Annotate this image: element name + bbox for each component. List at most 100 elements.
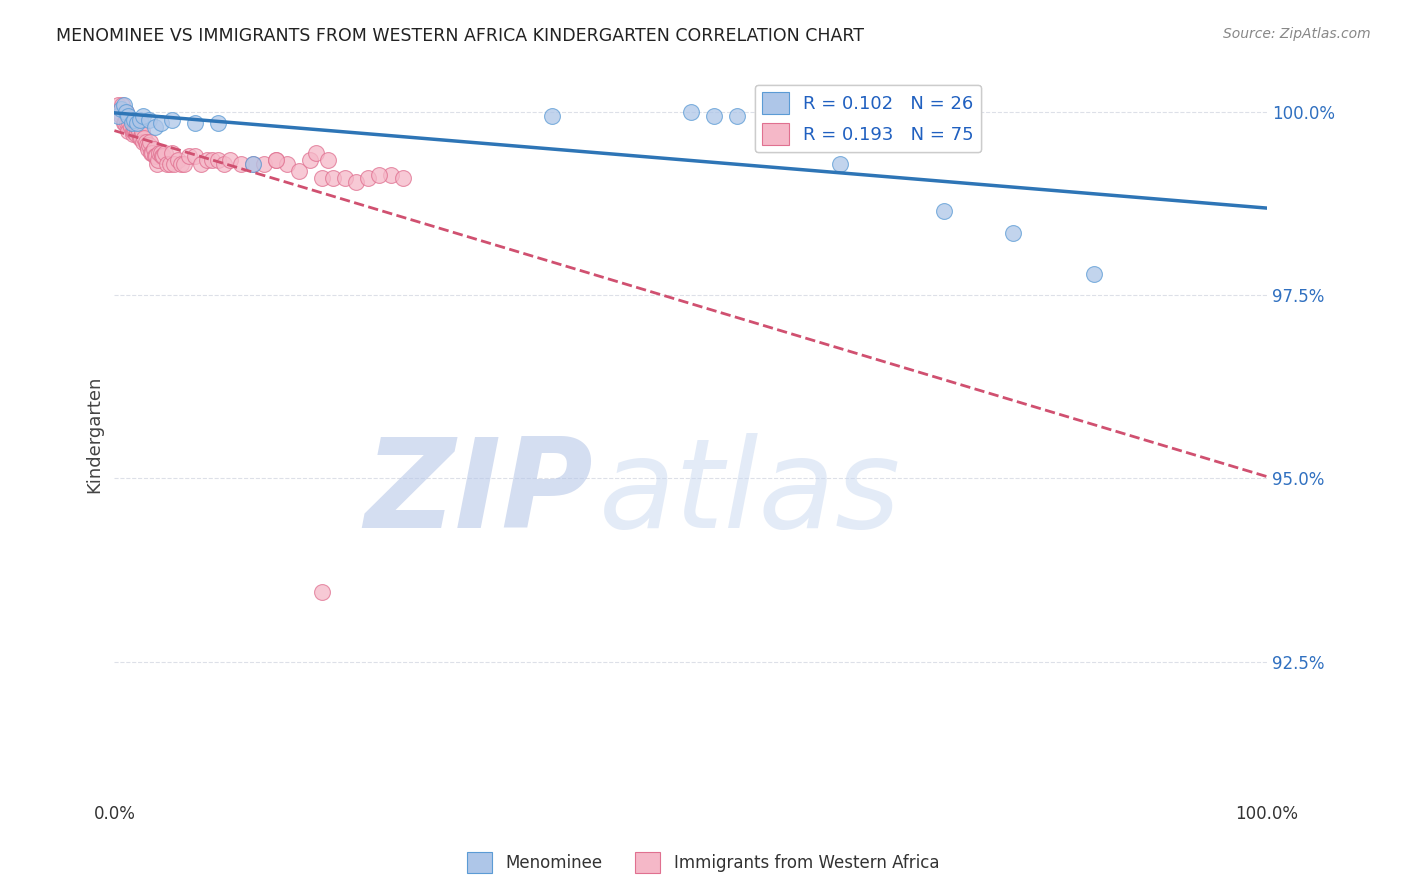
Point (132, 135, 155, 149)
Point (107, 98, 129, 112)
Point (179, 149, 201, 163)
Point (120, 120, 142, 134)
Point (288, 164, 311, 178)
Point (128, 131, 150, 145)
Point (121, 128, 143, 142)
Point (311, 585, 333, 599)
Point (146, 157, 169, 171)
Point (115, 105, 138, 120)
Point (124, 124, 146, 138)
Point (357, 171, 380, 186)
Point (152, 149, 174, 163)
Point (242, 157, 264, 171)
Point (541, 109, 564, 123)
Point (195, 153, 218, 167)
Point (143, 149, 166, 163)
Point (127, 124, 149, 138)
Point (190, 157, 212, 171)
Point (118, 116, 141, 130)
Point (316, 153, 339, 167)
Point (139, 135, 162, 149)
Point (127, 120, 149, 134)
Point (725, 109, 748, 123)
Point (1083, 267, 1105, 281)
Point (145, 149, 167, 163)
Point (212, 157, 235, 171)
Point (863, 109, 886, 123)
Point (128, 112, 150, 127)
Point (153, 145, 176, 160)
Text: MENOMINEE VS IMMIGRANTS FROM WESTERN AFRICA KINDERGARTEN CORRELATION CHART: MENOMINEE VS IMMIGRANTS FROM WESTERN AFR… (56, 27, 865, 45)
Point (114, 116, 136, 130)
Point (207, 116, 229, 130)
Point (159, 157, 181, 171)
Point (218, 153, 240, 167)
Point (115, 116, 138, 130)
Point (108, 105, 131, 120)
Point (138, 112, 160, 127)
Point (134, 131, 156, 145)
Point (131, 124, 153, 138)
Point (129, 131, 152, 145)
Point (305, 145, 328, 160)
Point (125, 128, 148, 142)
Point (128, 124, 150, 138)
Point (253, 157, 276, 171)
Point (368, 168, 391, 182)
Point (311, 171, 333, 186)
Point (184, 149, 207, 163)
Point (136, 142, 159, 156)
Point (391, 171, 413, 186)
Point (163, 157, 186, 171)
Point (148, 145, 170, 160)
Point (135, 135, 157, 149)
Point (107, 109, 129, 123)
Point (121, 124, 143, 138)
Legend: Menominee, Immigrants from Western Africa: Menominee, Immigrants from Western Afric… (460, 846, 946, 880)
Point (380, 168, 402, 182)
Point (166, 153, 188, 167)
Point (141, 145, 163, 160)
Point (276, 157, 298, 171)
Point (110, 102, 132, 116)
Point (830, 157, 852, 171)
Point (264, 153, 287, 167)
Point (142, 142, 165, 156)
Point (115, 105, 138, 120)
Text: Source: ZipAtlas.com: Source: ZipAtlas.com (1223, 27, 1371, 41)
Legend: R = 0.102   N = 26, R = 0.193   N = 75: R = 0.102 N = 26, R = 0.193 N = 75 (755, 85, 981, 153)
Point (156, 157, 179, 171)
Point (934, 204, 956, 219)
Point (160, 145, 183, 160)
Point (148, 153, 170, 167)
Point (299, 153, 322, 167)
Point (111, 98, 134, 112)
Point (242, 157, 264, 171)
Point (122, 124, 145, 138)
Point (127, 116, 149, 130)
Y-axis label: Kindergarten: Kindergarten (86, 376, 103, 493)
Point (150, 149, 173, 163)
Point (346, 175, 368, 189)
Point (110, 109, 132, 123)
Point (117, 109, 139, 123)
Point (333, 171, 356, 186)
Point (170, 157, 193, 171)
Point (149, 145, 172, 160)
Point (173, 157, 195, 171)
Text: atlas: atlas (599, 433, 901, 554)
Point (703, 109, 725, 123)
Point (141, 145, 163, 160)
Point (138, 138, 160, 153)
Point (207, 153, 229, 167)
Point (201, 153, 224, 167)
Point (112, 116, 135, 130)
Point (135, 138, 157, 153)
Point (121, 112, 143, 127)
Point (322, 171, 344, 186)
Point (122, 112, 145, 127)
Point (112, 98, 135, 112)
Point (679, 105, 702, 120)
Point (132, 109, 155, 123)
Point (264, 153, 287, 167)
